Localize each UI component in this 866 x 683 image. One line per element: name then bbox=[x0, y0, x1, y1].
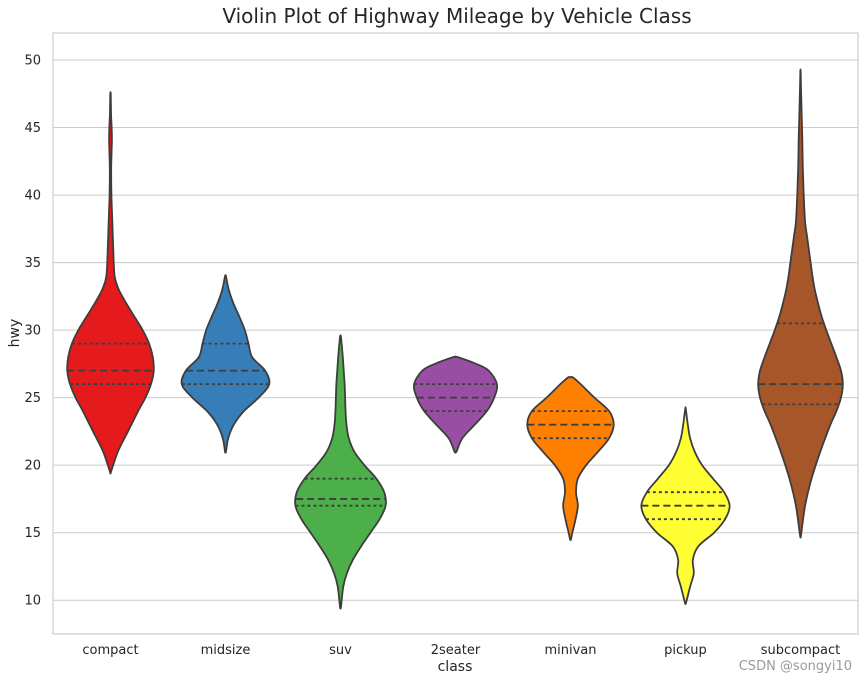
x-axis-label: class bbox=[438, 659, 473, 675]
violin-minivan bbox=[526, 375, 615, 541]
gridlines bbox=[53, 59, 858, 601]
y-tick-label-50: 50 bbox=[24, 54, 41, 69]
violin-body-minivan bbox=[526, 375, 615, 541]
x-tick-label-minivan: minivan bbox=[544, 643, 596, 658]
violin-2seater bbox=[412, 355, 499, 454]
violin-compact bbox=[66, 91, 155, 475]
violin-suv bbox=[294, 334, 387, 610]
x-tick-label-pickup: pickup bbox=[664, 643, 707, 658]
x-tick-label-suv: suv bbox=[329, 643, 352, 658]
violin-subcompact bbox=[757, 68, 844, 539]
violin-midsize bbox=[180, 274, 271, 454]
violins bbox=[66, 68, 844, 610]
y-tick-label-35: 35 bbox=[24, 256, 41, 271]
violin-pickup bbox=[640, 406, 731, 606]
violin-body-suv bbox=[294, 334, 387, 610]
x-tick-label-compact: compact bbox=[82, 643, 138, 658]
y-tick-label-45: 45 bbox=[24, 121, 41, 136]
violin-body-compact bbox=[66, 91, 155, 475]
y-axis-label: hwy bbox=[7, 319, 23, 348]
x-tick-label-2seater: 2seater bbox=[431, 643, 481, 658]
y-axis-ticks: 10 15 20 25 30 35 40 45 50 bbox=[24, 54, 41, 609]
x-axis-ticks: compact midsize suv 2seater minivan pickup sub… bbox=[82, 643, 840, 658]
y-tick-label-40: 40 bbox=[24, 189, 41, 204]
x-tick-label-midsize: midsize bbox=[201, 643, 251, 658]
y-tick-label-25: 25 bbox=[24, 391, 41, 406]
x-tick-label-subcompact: subcompact bbox=[761, 643, 841, 658]
y-tick-label-30: 30 bbox=[24, 324, 41, 339]
violin-body-subcompact bbox=[757, 68, 844, 539]
y-tick-label-10: 10 bbox=[24, 594, 41, 609]
watermark: CSDN @songyi10 bbox=[739, 659, 852, 674]
chart-title: Violin Plot of Highway Mileage by Vehicl… bbox=[222, 4, 691, 28]
y-tick-label-20: 20 bbox=[24, 459, 41, 474]
violin-body-2seater bbox=[412, 355, 499, 454]
y-tick-label-15: 15 bbox=[24, 526, 41, 541]
plot-frame bbox=[52, 32, 859, 635]
violin-body-midsize bbox=[180, 274, 271, 454]
